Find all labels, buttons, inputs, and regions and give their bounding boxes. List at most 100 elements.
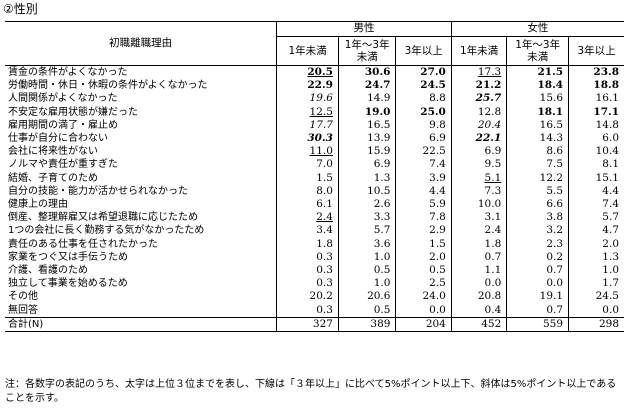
- cell-value: 3.3: [337, 211, 396, 225]
- cell-value: 0.7: [450, 250, 507, 265]
- cell-value: 12.8: [450, 105, 507, 119]
- cell-value-text: 17.3: [477, 66, 502, 78]
- cell-value: 16.5: [337, 118, 396, 133]
- cell-value-text: 8.8: [429, 92, 446, 105]
- cell-value-text: 25.7: [475, 92, 502, 105]
- total-value: 327: [276, 316, 339, 333]
- cell-value: 24.7: [337, 79, 396, 93]
- row-label: 1つの会社に長く勤務する気がなかったため: [8, 225, 205, 237]
- cell-value-text: 17.1: [593, 105, 619, 118]
- cell-value: 20.6: [337, 290, 396, 304]
- cell-value: 1.3: [568, 250, 624, 265]
- cell-value-text: 16.5: [539, 118, 564, 131]
- cell-value-text: 3.6: [373, 237, 391, 250]
- cell-value-text: 3.3: [373, 211, 391, 224]
- row-label: 会社に将来性がない: [8, 146, 98, 158]
- cell-value: 10.5: [337, 184, 396, 199]
- cell-value: 18.8: [568, 79, 624, 93]
- cell-value-text: 2.4: [316, 211, 333, 224]
- group-header-male: 男性: [276, 21, 452, 37]
- cell-value: 5.9: [395, 198, 452, 212]
- cell-value-text: 6.9: [429, 132, 446, 145]
- cell-value: 5.5: [506, 184, 569, 199]
- cell-value: 5.7: [568, 211, 624, 225]
- cell-value-text: 0.0: [429, 303, 446, 316]
- row-label: 雇用期間の満了・雇止め: [8, 119, 118, 131]
- row-label-header: 初職離職理由: [5, 21, 277, 66]
- cell-value-text: 2.0: [429, 250, 446, 263]
- cell-value-text: 0.3: [316, 303, 333, 316]
- total-value: 204: [395, 316, 452, 333]
- cell-value: 0.3: [276, 250, 339, 265]
- cell-value: 0.0: [395, 303, 452, 318]
- cell-value: 8.0: [276, 184, 339, 199]
- cell-value-text: 23.8: [593, 66, 619, 78]
- cell-value: 24.0: [395, 290, 452, 304]
- cell-value-text: 18.4: [537, 79, 564, 92]
- cell-value: 2.0: [568, 237, 624, 251]
- cell-value-text: 3.4: [316, 224, 333, 237]
- cell-value: 16.1: [568, 92, 624, 106]
- cell-value-text: 3.2: [546, 224, 564, 237]
- cell-value: 7.0: [276, 158, 339, 172]
- cell-value-text: 6.9: [373, 158, 391, 171]
- section-title: ②性別: [3, 2, 38, 16]
- cell-value: 2.0: [395, 250, 452, 265]
- table-row: 人間関係がよくなかった 19.6 14.9 8.8 25.7 15.6 16.1: [5, 92, 624, 106]
- cell-value: 1.0: [337, 250, 396, 265]
- cell-value: 7.8: [395, 211, 452, 225]
- cell-value: 24.5: [395, 79, 452, 93]
- cell-value: 21.5: [506, 65, 569, 80]
- cell-value-text: 19.6: [309, 92, 333, 105]
- table-row: 不安定な雇用状態が嫌だった 12.5 19.0 25.0 12.8 18.1 17.1: [5, 105, 624, 119]
- cell-value: 6.6: [506, 198, 569, 212]
- cell-value-text: 1.1: [484, 264, 502, 277]
- cell-value: 0.7: [506, 303, 569, 318]
- table-row: 倒産、整理解雇又は希望退職に応じたため 2.4 3.3 7.8 3.1 3.8 5.7: [5, 211, 624, 225]
- cell-value-text: 1.7: [602, 277, 619, 290]
- cell-value-text: 21.5: [537, 66, 564, 78]
- cell-value: 1.0: [568, 264, 624, 278]
- table-row: 仕事が自分に合わない 30.3 13.9 6.9 22.1 14.3 6.0: [5, 132, 624, 146]
- cell-value: 20.8: [450, 290, 507, 304]
- cell-value-text: 7.8: [429, 211, 446, 224]
- cell-value-text: 0.5: [373, 264, 391, 277]
- cell-value: 1.3: [337, 171, 396, 185]
- row-label: 責任のある仕事を任されたかった: [8, 238, 158, 250]
- table-row: その他 20.2 20.6 24.0 20.8 19.1 24.5: [5, 290, 624, 304]
- row-label: 介護、看護のため: [8, 265, 88, 277]
- cell-value-text: 18.8: [593, 79, 619, 92]
- cell-value: 14.3: [506, 132, 569, 146]
- cell-value-text: 17.7: [309, 118, 333, 131]
- cell-value: 22.1: [450, 132, 507, 146]
- cell-value-text: 18.1: [537, 105, 564, 118]
- cell-value-text: 4.4: [602, 184, 619, 197]
- cell-value: 3.4: [276, 224, 339, 238]
- table-row: 健康上の理由 6.1 2.6 5.9 10.0 6.6 7.4: [5, 198, 624, 212]
- cell-value: 18.1: [506, 105, 569, 119]
- cell-value-text: 24.5: [420, 79, 446, 92]
- total-value: 298: [568, 316, 624, 333]
- cell-value-text: 10.5: [367, 184, 391, 197]
- cell-value-text: 2.3: [546, 237, 564, 250]
- cell-value-text: 16.1: [595, 92, 619, 105]
- table-row: 労働時間・休日・休暇の条件がよくなかった 22.9 24.7 24.5 21.2 18.4…: [5, 79, 624, 93]
- cell-value: 1.7: [568, 277, 624, 291]
- cell-value-text: 24.7: [364, 79, 391, 92]
- cell-value-text: 7.3: [484, 184, 502, 197]
- table-row: 結婚、子育てのため 1.5 1.3 3.9 5.1 12.2 15.1: [5, 171, 624, 185]
- total-value: 452: [450, 316, 507, 333]
- cell-value: 0.0: [450, 277, 507, 291]
- cell-value: 6.9: [395, 132, 452, 146]
- cell-value-text: 22.5: [422, 145, 446, 158]
- cell-value: 7.5: [506, 158, 569, 172]
- cell-value-text: 5.9: [429, 198, 446, 211]
- cell-value-text: 20.4: [477, 118, 502, 131]
- row-label: 自分の技能・能力が活かせられなかった: [8, 185, 188, 197]
- cell-value: 19.1: [506, 290, 569, 304]
- cell-value-text: 3.8: [546, 211, 564, 224]
- cell-value: 2.3: [506, 237, 569, 251]
- cell-value-text: 9.8: [429, 118, 446, 131]
- cell-value: 2.4: [450, 224, 507, 238]
